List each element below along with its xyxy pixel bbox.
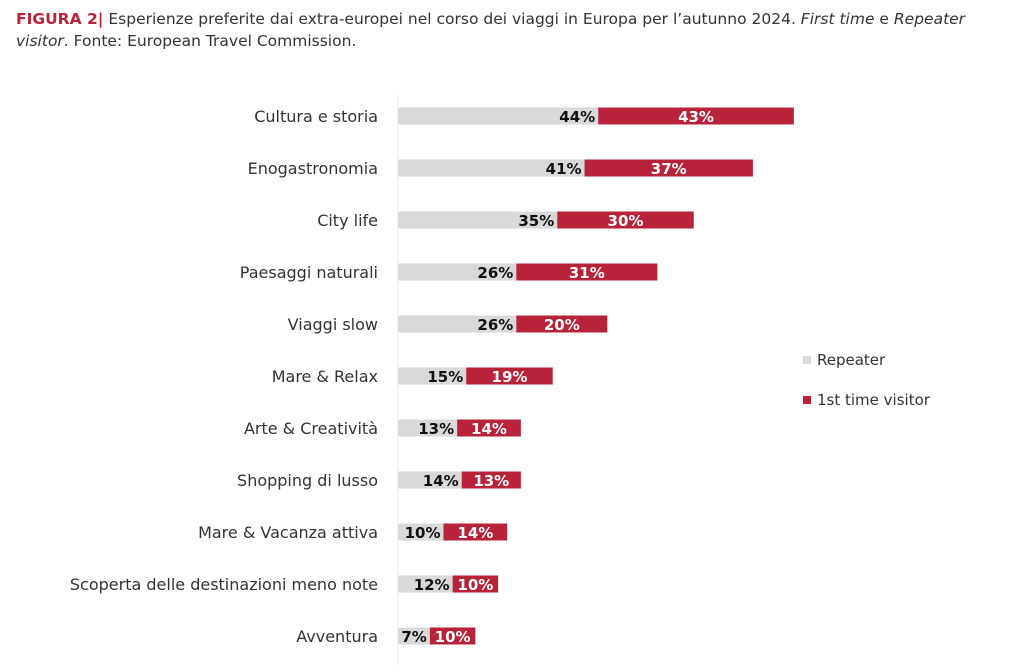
category-label: Mare & Relax [272,367,378,386]
category-label: Shopping di lusso [237,471,378,490]
caption-italic-2: Repeater visitor [16,10,966,50]
data-label: 20% [544,316,580,334]
bar-first-time [516,315,608,333]
category-label: Cultura e storia [254,107,378,126]
data-label: 14% [471,420,507,438]
data-label: 41% [546,160,582,178]
data-label: 44% [559,108,595,126]
category-label: Enogastronomia [248,159,378,178]
category-label: Arte & Creatività [244,419,378,438]
data-label: 7% [401,628,426,646]
bar-repeater [398,575,453,593]
data-label: 31% [569,264,605,282]
bar-repeater [398,159,585,177]
bar-repeater [398,315,517,333]
data-label: 26% [477,316,513,334]
category-label: City life [317,211,378,230]
caption-text: Esperienze preferite dai extra-europei n… [103,10,801,28]
data-label: 13% [473,472,509,490]
data-label: 43% [678,108,714,126]
legend-item-repeater: Repeater [803,351,885,369]
bar-first-time [443,523,508,541]
bar-first-time [466,367,553,385]
data-label: 15% [427,368,463,386]
bar-first-time [598,107,794,125]
data-label: 12% [414,576,450,594]
legend-swatch-first-time [803,396,811,404]
caption-source: . Fonte: European Travel Commission. [63,32,357,50]
caption-italic-1: First time [800,10,875,28]
caption-mid: e [874,10,894,28]
category-label: Avventura [296,627,378,646]
bar-first-time [457,419,521,437]
bar-repeater [398,211,558,229]
bar-first-time [429,627,476,645]
bar-repeater [398,419,458,437]
bar-first-time [584,159,753,177]
bar-first-time [461,471,521,489]
data-label: 14% [457,524,493,542]
figure-label: FIGURA 2| [16,10,104,28]
bar-repeater [398,107,599,125]
bar-repeater [398,263,517,281]
bar-repeater [398,627,430,645]
data-label: 37% [651,160,687,178]
data-label: 10% [435,628,471,646]
legend-swatch-repeater [803,356,811,364]
data-label: 14% [423,472,459,490]
data-label: 10% [405,524,441,542]
bar-repeater [398,471,462,489]
figure-caption: FIGURA 2| Esperienze preferite dai extra… [16,8,1016,52]
category-label: Viaggi slow [288,315,378,334]
legend-label: 1st time visitor [817,391,930,409]
bar-first-time [516,263,658,281]
legend-label: Repeater [817,351,886,369]
category-label: Mare & Vacanza attiva [198,523,378,542]
data-label: 30% [608,212,644,230]
data-label: 13% [418,420,454,438]
bar-first-time [452,575,499,593]
bar-repeater [398,523,444,541]
category-label: Paesaggi naturali [240,263,378,282]
data-label: 10% [457,576,493,594]
bar-repeater [398,367,467,385]
data-label: 26% [477,264,513,282]
data-label: 19% [492,368,528,386]
bar-first-time [557,211,694,229]
category-label: Scoperta delle destinazioni meno note [70,575,378,594]
data-label: 35% [518,212,554,230]
legend-item-first-time: 1st time visitor [803,391,930,409]
